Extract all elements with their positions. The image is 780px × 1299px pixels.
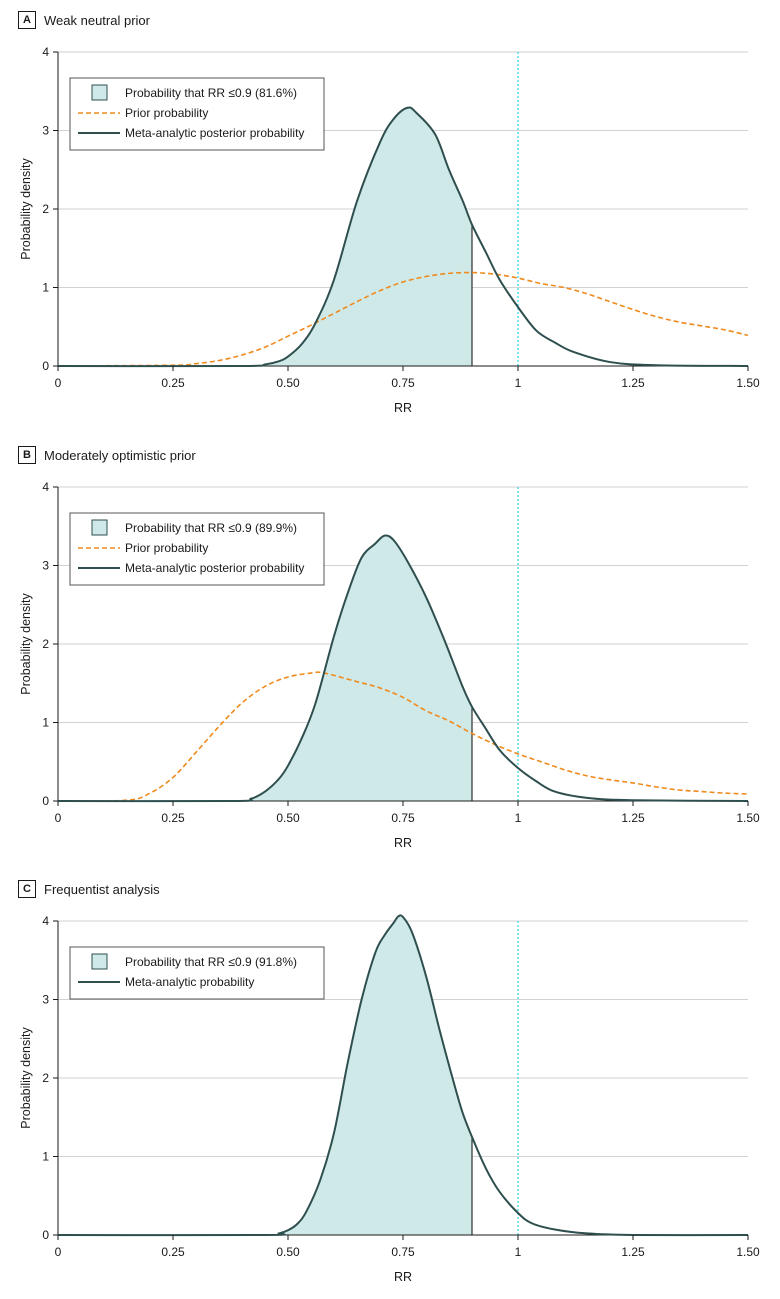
- x-tick-label: 1.50: [736, 376, 760, 390]
- chart-svg: 0 1 2 3 4 0 0.25 0.50 0.75 1 1.25 1.50 RR Probability…: [19, 480, 760, 850]
- y-axis-title: Probability density: [19, 158, 33, 260]
- legend-label: Probability that RR ≤0.9 (91.8%): [125, 955, 297, 969]
- posterior-probability-line: [57, 106, 749, 368]
- legend: Probability that RR ≤0.9 (81.6%) Prior pr…: [69, 77, 325, 151]
- x-tick-label: 0.75: [391, 811, 415, 825]
- x-tick-label: 0: [55, 1245, 62, 1259]
- shaded-probability-area: [58, 535, 472, 802]
- x-tick-label: 0.50: [276, 376, 300, 390]
- legend-swatch-shaded: [91, 84, 108, 101]
- x-axis-title: RR: [394, 836, 412, 850]
- x-tick-label: 1: [515, 376, 522, 390]
- x-tick-label: 0.50: [276, 811, 300, 825]
- legend-box: [69, 946, 325, 1000]
- y-tick-label: 0: [42, 794, 49, 808]
- y-tick-label: 1: [42, 1150, 49, 1164]
- x-tick-label: 0: [55, 376, 62, 390]
- x-tick-label: 0: [55, 811, 62, 825]
- y-tick-label: 4: [42, 480, 49, 494]
- panel-title: Frequentist analysis: [44, 881, 160, 897]
- panel-c: C Frequentist analysis 0 1 2 3 4 0 0.25 0.50 0.7…: [0, 869, 780, 1299]
- panel-letter: A: [18, 11, 36, 29]
- legend-swatch-shaded: [91, 953, 108, 970]
- x-tick-label: 0.25: [161, 376, 185, 390]
- x-tick-label: 1: [515, 811, 522, 825]
- x-tick-label: 1.50: [736, 811, 760, 825]
- x-tick-label: 1.25: [621, 1245, 645, 1259]
- panel-header: C Frequentist analysis: [18, 879, 160, 899]
- panel-b: B Moderately optimistic prior 0 1 2 3 4 0 0.25…: [0, 435, 780, 865]
- legend-box: [69, 77, 325, 151]
- legend-label: Meta-analytic posterior probability: [125, 561, 304, 575]
- y-tick-label: 4: [42, 45, 49, 59]
- shaded-probability-area: [58, 915, 472, 1236]
- y-tick-label: 0: [42, 359, 49, 373]
- x-tick-label: 1.25: [621, 376, 645, 390]
- panel-header: B Moderately optimistic prior: [18, 445, 196, 465]
- panel-header: A Weak neutral prior: [18, 10, 150, 30]
- legend-box: [69, 512, 325, 586]
- legend: Probability that RR ≤0.9 (89.9%) Prior pr…: [69, 512, 325, 586]
- posterior-probability-line: [57, 534, 749, 803]
- panel-title: Moderately optimistic prior: [44, 447, 196, 463]
- y-tick-label: 2: [42, 637, 49, 651]
- legend-label: Probability that RR ≤0.9 (89.9%): [125, 521, 297, 535]
- y-tick-label: 4: [42, 914, 49, 928]
- y-tick-label: 2: [42, 202, 49, 216]
- y-tick-label: 1: [42, 281, 49, 295]
- x-tick-label: 1.50: [736, 1245, 760, 1259]
- y-tick-label: 1: [42, 716, 49, 730]
- x-tick-label: 0.75: [391, 376, 415, 390]
- x-tick-label: 0.75: [391, 1245, 415, 1259]
- x-axis-title: RR: [394, 1270, 412, 1284]
- panel-letter: C: [18, 880, 36, 898]
- y-tick-label: 3: [42, 559, 49, 573]
- x-axis-title: RR: [394, 401, 412, 415]
- legend-label: Prior probability: [125, 541, 208, 555]
- y-axis-title: Probability density: [19, 593, 33, 695]
- y-axis-title: Probability density: [19, 1027, 33, 1129]
- prior-probability-line: [57, 671, 749, 802]
- chart-svg: 0 1 2 3 4 0 0.25 0.50 0.75 1 1.25 1.50 RR Probability…: [19, 914, 760, 1284]
- chart-svg: 0 1 2 3 4 0 0.25 0.50 0.75 1 1.25 1.50 RR Probability…: [19, 45, 760, 415]
- prior-probability-line: [57, 271, 749, 367]
- y-tick-label: 0: [42, 1228, 49, 1242]
- legend-label: Meta-analytic posterior probability: [125, 126, 304, 140]
- x-tick-label: 1: [515, 1245, 522, 1259]
- x-tick-label: 0.25: [161, 1245, 185, 1259]
- posterior-probability-line: [57, 914, 749, 1237]
- legend-label: Probability that RR ≤0.9 (81.6%): [125, 86, 297, 100]
- legend: Probability that RR ≤0.9 (91.8%) Meta-ana…: [69, 946, 325, 1000]
- panel-a: A Weak neutral prior 0 1 2 3 4 0 0.25 0.50 0.75 1…: [0, 0, 780, 430]
- legend-label: Prior probability: [125, 106, 208, 120]
- panel-title: Weak neutral prior: [44, 12, 150, 28]
- panel-letter: B: [18, 446, 36, 464]
- legend-swatch-shaded: [91, 519, 108, 536]
- y-tick-label: 2: [42, 1071, 49, 1085]
- y-tick-label: 3: [42, 124, 49, 138]
- legend-label: Meta-analytic probability: [125, 975, 254, 989]
- y-tick-label: 3: [42, 993, 49, 1007]
- x-tick-label: 0.50: [276, 1245, 300, 1259]
- x-tick-label: 1.25: [621, 811, 645, 825]
- x-tick-label: 0.25: [161, 811, 185, 825]
